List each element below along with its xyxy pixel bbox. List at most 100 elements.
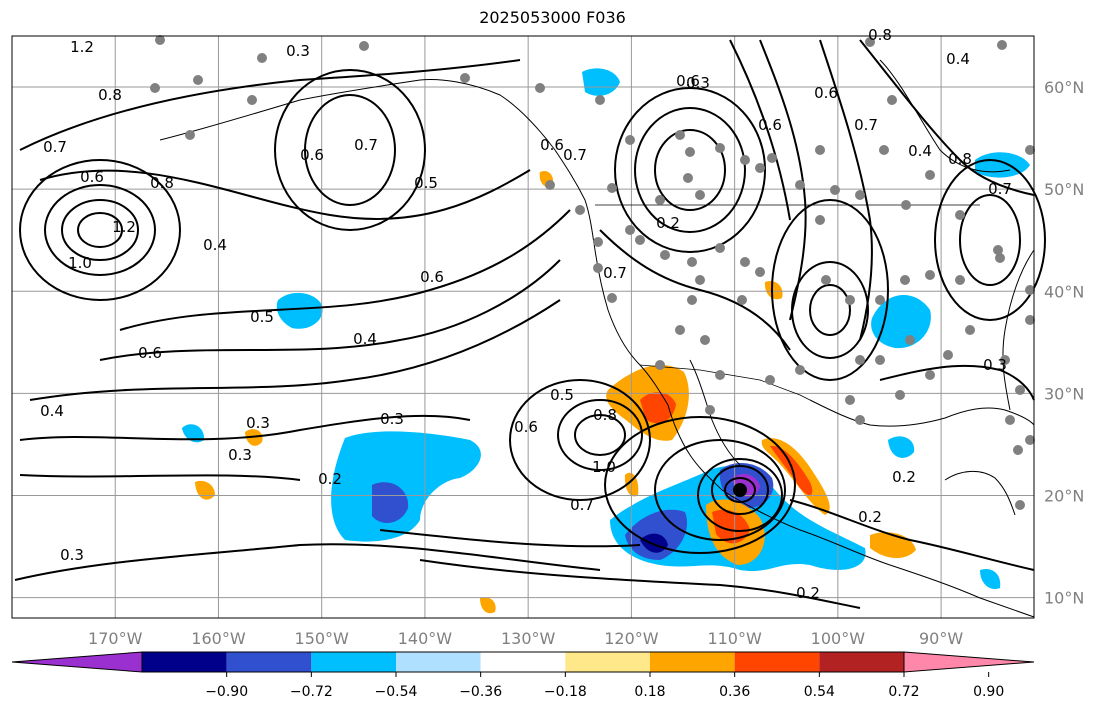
shade-patch-a <box>195 480 215 500</box>
colorbar-tick-label: 0.90 <box>973 684 1005 700</box>
longitude-label: 140°W <box>398 629 453 648</box>
station-dot <box>900 275 910 285</box>
longitude-label: 100°W <box>811 629 866 648</box>
contour-lines <box>14 39 1046 609</box>
station-dot <box>815 215 825 225</box>
shade-gulf-blue <box>888 436 915 458</box>
contour-plains-low-3 <box>771 199 889 381</box>
latitude-label: 10°N <box>1044 589 1084 608</box>
contour-label: 0.4 <box>40 402 64 420</box>
station-dot <box>700 335 710 345</box>
contour-label: 0.5 <box>414 174 438 192</box>
station-dot <box>593 263 603 273</box>
contour-gulf-alaska-2 <box>274 69 426 231</box>
station-dot <box>943 350 953 360</box>
station-dot <box>965 325 975 335</box>
station-dot <box>993 245 1003 255</box>
contour-east-2 <box>934 159 1046 321</box>
station-dot <box>545 180 555 190</box>
station-dot <box>460 73 470 83</box>
longitude-label: 120°W <box>604 629 659 648</box>
contour-mexico-02 <box>789 499 1035 571</box>
station-dot <box>755 163 765 173</box>
station-dot <box>655 195 665 205</box>
contour-label: 0.5 <box>550 386 574 404</box>
station-dot <box>593 237 603 247</box>
contour-label: 0.2 <box>858 508 882 526</box>
station-dot <box>955 275 965 285</box>
station-dot <box>1015 385 1025 395</box>
colorbar-frame <box>141 651 905 673</box>
contour-label: 0.2 <box>796 584 820 602</box>
station-dot <box>635 235 645 245</box>
station-dot <box>875 295 885 305</box>
station-markers <box>150 35 1035 510</box>
longitude-label: 130°W <box>501 629 556 648</box>
contour-label: 0.8 <box>868 26 892 44</box>
shade-blob-150w <box>276 292 323 329</box>
colorbar-segment <box>311 652 396 672</box>
contour-label: 0.6 <box>540 136 564 154</box>
station-dot <box>995 253 1005 263</box>
shade-alaska-blue <box>582 68 620 96</box>
contour-label: 0.2 <box>656 214 680 232</box>
contour-baja-high-2 <box>557 399 643 471</box>
contour-baja-high-1 <box>574 414 626 456</box>
colorbar-tick-label: −0.54 <box>374 684 418 700</box>
contour-tropics-02 <box>14 543 601 581</box>
contour-label: 0.8 <box>948 150 972 168</box>
station-dot <box>687 295 697 305</box>
coast-gulf-mexico <box>809 399 1035 427</box>
contour-label: 0.4 <box>946 50 970 68</box>
contour-subtropical-04 <box>29 299 561 401</box>
coast-west-us <box>594 249 669 406</box>
colorbar-tick-label: 0.72 <box>888 684 920 700</box>
contour-north-07 <box>19 59 521 151</box>
colorbar-tick-label: 0.36 <box>719 684 751 700</box>
station-dot <box>1025 315 1035 325</box>
contour-label: 0.7 <box>563 146 587 164</box>
colorbar-segment <box>142 652 227 672</box>
longitude-label: 90°W <box>919 629 963 648</box>
station-dot <box>625 225 635 235</box>
contour-label: 0.3 <box>60 546 84 564</box>
contour-label: 0.4 <box>353 330 377 348</box>
station-dot <box>695 190 705 200</box>
station-dot <box>247 95 257 105</box>
contour-label: 0.7 <box>603 264 627 282</box>
coast-alaska <box>419 79 596 251</box>
contour-north-06 <box>39 169 531 220</box>
contour-north-ridge <box>759 39 807 321</box>
station-dot <box>575 205 585 215</box>
colorbar-tick-label: 0.54 <box>803 684 835 700</box>
shade-central-pacific-core <box>372 482 409 523</box>
station-dot <box>1015 500 1025 510</box>
station-dot <box>740 155 750 165</box>
latitude-label: 20°N <box>1044 486 1084 505</box>
contour-bc-low-3 <box>614 87 766 253</box>
station-dot <box>715 243 725 253</box>
station-dot <box>740 257 750 267</box>
contour-label: 0.8 <box>98 86 122 104</box>
contour-dateline-high-2 <box>61 199 139 261</box>
contour-label: 1.2 <box>112 218 136 236</box>
station-dot <box>695 275 705 285</box>
latitude-label: 60°N <box>1044 78 1084 97</box>
station-dot <box>359 41 369 51</box>
contour-low-center-1 <box>724 477 756 503</box>
shade-patch-c <box>480 597 496 614</box>
latitude-label: 50°N <box>1044 180 1084 199</box>
station-dot <box>855 190 865 200</box>
station-dot <box>865 37 875 47</box>
station-dot <box>765 375 775 385</box>
contour-bc-low-1 <box>654 129 726 211</box>
coast-aleutians <box>159 79 421 141</box>
station-dot <box>683 173 693 183</box>
station-dot <box>815 145 825 155</box>
station-dot <box>901 200 911 210</box>
contour-label: 0.3 <box>983 356 1007 374</box>
station-dot <box>895 390 905 400</box>
station-dot <box>595 95 605 105</box>
contour-label: 0.6 <box>80 168 104 186</box>
colorbar-under <box>11 651 143 673</box>
